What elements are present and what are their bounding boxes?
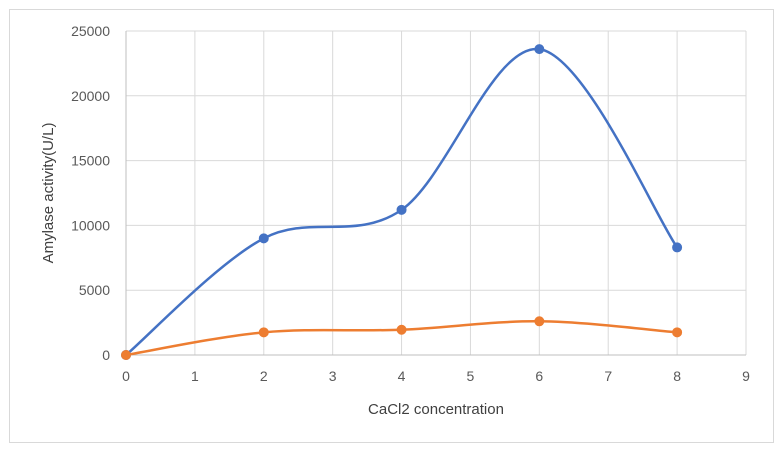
x-tick-label: 9 (742, 368, 750, 384)
chart-frame (9, 9, 774, 443)
series-2-point (672, 327, 683, 338)
x-tick-label: 2 (260, 368, 268, 384)
x-tick-label: 5 (467, 368, 475, 384)
y-tick-label: 5000 (79, 282, 110, 298)
y-tick-label: 0 (102, 347, 110, 363)
y-axis-title: Amylase activity(U/L) (40, 123, 57, 264)
series-1-point (672, 242, 683, 253)
series-1-point (258, 233, 269, 244)
x-tick-label: 3 (329, 368, 337, 384)
x-axis-title: CaCl2 concentration (368, 401, 504, 418)
series-layer (121, 44, 683, 360)
x-tick-label: 1 (191, 368, 199, 384)
tick-labels: 0 1 2 3 4 5 6 7 8 9 0 5000 10000 15000 20000 25000 (71, 23, 750, 384)
y-tick-label: 25000 (71, 23, 110, 39)
x-tick-label: 8 (673, 368, 681, 384)
x-tick-label: 4 (398, 368, 406, 384)
series-1-line (125, 47, 679, 356)
axes (125, 31, 746, 356)
y-tick-label: 20000 (71, 88, 110, 104)
x-tick-label: 6 (535, 368, 543, 384)
x-tick-label: 0 (122, 368, 130, 384)
series-1-point (396, 204, 407, 215)
series-2-point (396, 324, 407, 335)
series-1-point (534, 44, 545, 55)
series-2-point (534, 316, 545, 327)
grid-lines (126, 30, 747, 355)
series-2-point (121, 350, 131, 360)
x-tick-label: 7 (604, 368, 612, 384)
y-tick-label: 10000 (71, 217, 110, 233)
y-tick-label: 15000 (71, 153, 110, 169)
series-2-point (258, 327, 269, 338)
